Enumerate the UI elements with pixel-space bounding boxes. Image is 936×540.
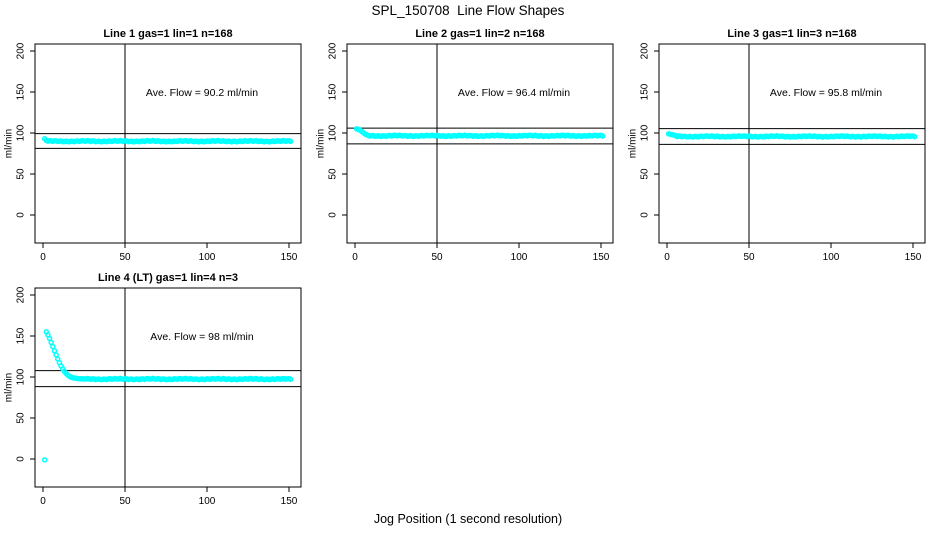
data-point (911, 133, 918, 140)
y-tick-label: 200 (16, 286, 27, 303)
x-tick-label: 150 (281, 496, 298, 507)
x-tick-label: 50 (119, 496, 131, 507)
flow-scatter-points (41, 329, 294, 463)
y-tick-label: 150 (16, 83, 27, 100)
x-tick-label: 100 (199, 252, 216, 263)
panel-title: Line 2 gas=1 lin=2 n=168 (415, 28, 544, 40)
panel-svg: Line 4 (LT) gas=1 lin=4 n=3 0 50 100 150 0 50 1… (4, 272, 302, 507)
x-tick-label: 150 (593, 252, 610, 263)
plot-box (658, 43, 926, 244)
y-tick-label: 150 (328, 83, 339, 100)
x-tick-label: 50 (743, 252, 755, 263)
panel-svg: Line 1 gas=1 lin=1 n=168 0 50 100 150 0 50 100 1… (4, 28, 302, 263)
flow-scatter-points (41, 135, 294, 145)
panel-line-2: Line 2 gas=1 lin=2 n=168 0 50 100 150 0 50 100 1… (312, 20, 624, 264)
x-tick-label: 50 (119, 252, 131, 263)
y-tick-label: 0 (16, 212, 27, 218)
y-tick-label: 0 (328, 212, 339, 218)
x-tick-label: 50 (431, 252, 443, 263)
x-tick-label: 100 (823, 252, 840, 263)
x-tick-label: 0 (664, 252, 670, 263)
panel-line-3: Line 3 gas=1 lin=3 n=168 0 50 100 150 0 50 100 1… (624, 20, 936, 264)
y-tick-label: 200 (328, 42, 339, 59)
x-tick-label: 100 (511, 252, 528, 263)
y-tick-label: 0 (16, 456, 27, 462)
panel-svg: Line 3 gas=1 lin=3 n=168 0 50 100 150 0 50 100 1… (628, 28, 926, 263)
x-tick-label: 150 (905, 252, 922, 263)
x-axis-label: Jog Position (1 second resolution) (373, 512, 563, 526)
y-tick-label: 0 (640, 212, 651, 218)
x-tick-label: 0 (40, 252, 46, 263)
panel-title: Line 4 (LT) gas=1 lin=4 n=3 (98, 272, 238, 284)
ave-flow-annotation: Ave. Flow = 96.4 ml/min (458, 87, 570, 99)
panel-title: Line 1 gas=1 lin=1 n=168 (103, 28, 232, 40)
data-point (287, 376, 294, 383)
y-tick-label: 100 (640, 124, 651, 141)
panel-title: Line 3 gas=1 lin=3 n=168 (727, 28, 856, 40)
y-tick-label: 150 (640, 83, 651, 100)
y-tick-label: 100 (328, 124, 339, 141)
y-axis-label: ml/min (316, 129, 327, 158)
x-tick-label: 0 (352, 252, 358, 263)
y-tick-label: 50 (328, 168, 339, 180)
y-tick-label: 50 (640, 168, 651, 180)
data-point (287, 138, 294, 145)
y-axis-label: ml/min (628, 129, 639, 158)
ave-flow-annotation: Ave. Flow = 95.8 ml/min (770, 87, 882, 99)
y-tick-label: 50 (16, 412, 27, 424)
y-axis-label: ml/min (4, 373, 15, 402)
plot-box (34, 287, 302, 488)
panel-line-1: Line 1 gas=1 lin=1 n=168 0 50 100 150 0 50 100 1… (0, 20, 312, 264)
plot-box (34, 43, 302, 244)
flow-scatter-points (665, 131, 918, 140)
data-point (599, 133, 606, 139)
x-tick-label: 0 (40, 496, 46, 507)
y-tick-label: 200 (16, 42, 27, 59)
y-axis-label: ml/min (4, 129, 15, 158)
ave-flow-annotation: Ave. Flow = 90.2 ml/min (146, 87, 258, 99)
x-tick-label: 150 (281, 252, 298, 263)
y-tick-label: 200 (640, 42, 651, 59)
y-tick-label: 50 (16, 168, 27, 180)
panel-line-4: Line 4 (LT) gas=1 lin=4 n=3 0 50 100 150 0 50 1… (0, 264, 312, 508)
panel-svg: Line 2 gas=1 lin=2 n=168 0 50 100 150 0 50 100 1… (316, 28, 614, 263)
data-point (41, 457, 48, 463)
y-tick-label: 100 (16, 368, 27, 385)
x-tick-label: 100 (199, 496, 216, 507)
ave-flow-annotation: Ave. Flow = 98 ml/min (150, 331, 254, 343)
y-tick-label: 100 (16, 124, 27, 141)
y-tick-label: 150 (16, 327, 27, 344)
flow-scatter-points (353, 126, 606, 140)
figure-title: SPL_150708 Line Flow Shapes (371, 3, 565, 18)
